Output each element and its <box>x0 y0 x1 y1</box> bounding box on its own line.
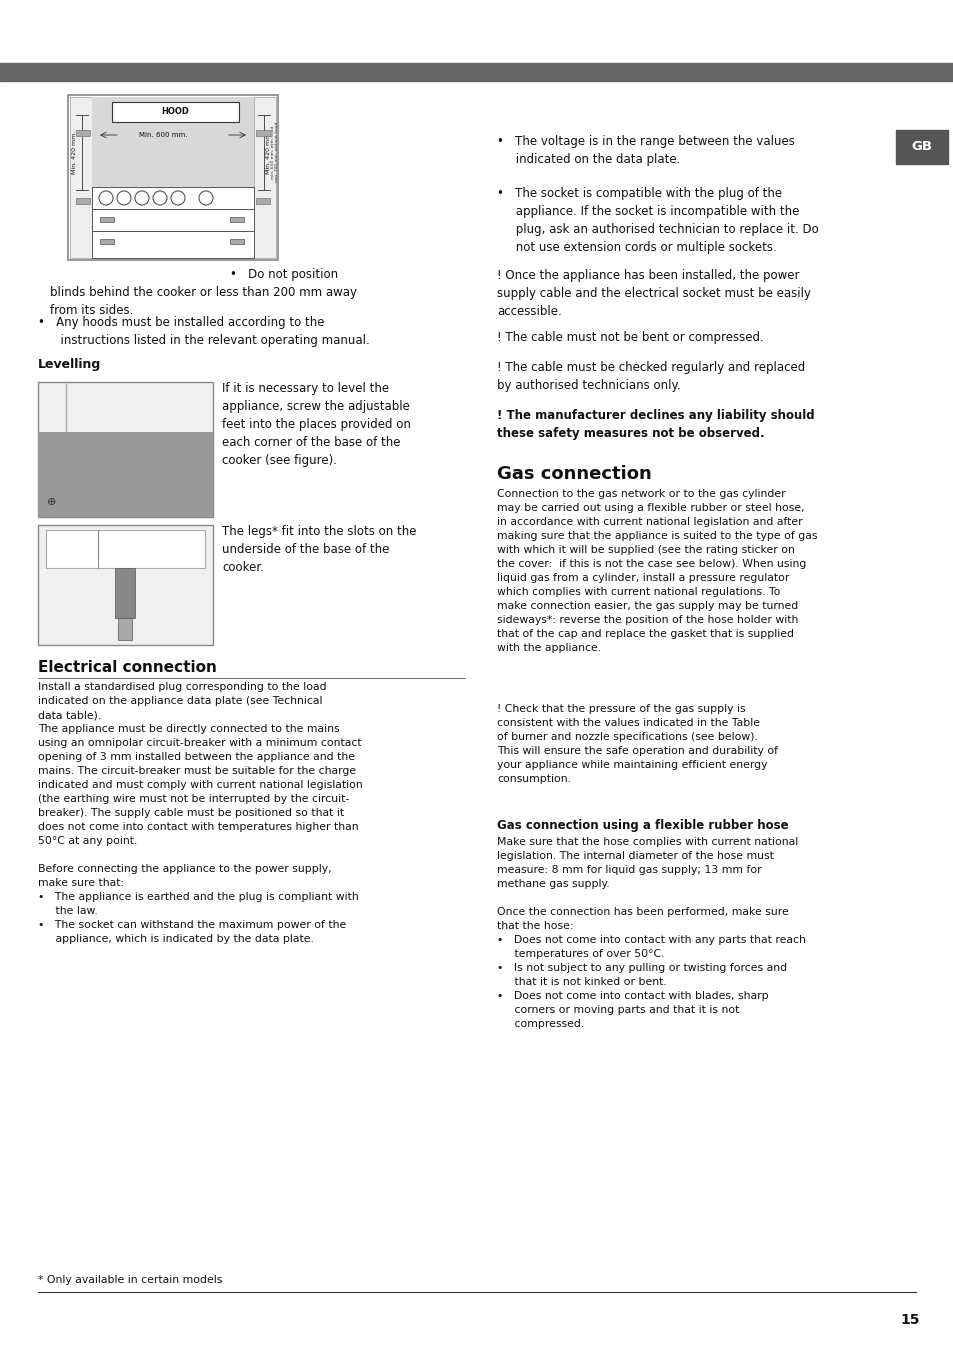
Text: •   Do not position: • Do not position <box>230 269 337 281</box>
Text: ! Check that the pressure of the gas supply is
consistent with the values indica: ! Check that the pressure of the gas sup… <box>497 703 778 784</box>
Text: •   The socket is compatible with the plug of the
     appliance. If the socket : • The socket is compatible with the plug… <box>497 188 818 254</box>
Text: Min. 420 mm.: Min. 420 mm. <box>266 131 272 174</box>
Bar <box>46 531 205 568</box>
Text: Install a standardised plug corresponding to the load
indicated on the appliance: Install a standardised plug correspondin… <box>38 682 362 944</box>
Text: ! Once the appliance has been installed, the power
supply cable and the electric: ! Once the appliance has been installed,… <box>497 269 810 319</box>
Text: Connection to the gas network or to the gas cylinder
may be carried out using a : Connection to the gas network or to the … <box>497 489 817 653</box>
Text: ⊕: ⊕ <box>48 497 56 508</box>
Bar <box>100 239 113 244</box>
Bar <box>38 432 213 517</box>
Bar <box>38 525 213 645</box>
Text: GB: GB <box>910 140 931 154</box>
Bar <box>91 97 253 188</box>
Text: Levelling: Levelling <box>38 358 101 371</box>
Text: blinds behind the cooker or less than 200 mm away
from its sides.: blinds behind the cooker or less than 20… <box>50 286 356 317</box>
Text: Gas connection: Gas connection <box>497 464 651 483</box>
Text: Electrical connection: Electrical connection <box>38 660 216 675</box>
Text: * Only available in certain models: * Only available in certain models <box>38 1274 222 1285</box>
Text: min. 650 mm. with hood
min. 700 mm. without hood: min. 650 mm. with hood min. 700 mm. with… <box>271 122 279 182</box>
Bar <box>68 95 277 261</box>
Bar <box>255 198 270 204</box>
Bar <box>112 103 239 122</box>
Bar <box>91 188 253 209</box>
Text: •   Any hoods must be installed according to the
      instructions listed in th: • Any hoods must be installed according … <box>38 316 370 347</box>
Bar <box>76 130 90 136</box>
Text: If it is necessary to level the
appliance, screw the adjustable
feet into the pl: If it is necessary to level the applianc… <box>222 382 411 467</box>
Text: ! The cable must not be bent or compressed.: ! The cable must not be bent or compress… <box>497 331 763 344</box>
Bar <box>118 618 132 640</box>
Text: ! The cable must be checked regularly and replaced
by authorised technicians onl: ! The cable must be checked regularly an… <box>497 360 804 392</box>
Bar <box>0 63 953 81</box>
Bar <box>253 97 275 258</box>
Bar <box>38 382 213 517</box>
Bar <box>230 239 244 244</box>
Text: HOOD: HOOD <box>161 108 190 116</box>
Text: Gas connection using a flexible rubber hose: Gas connection using a flexible rubber h… <box>497 819 788 832</box>
Bar <box>76 198 90 204</box>
Text: •   The voltage is in the range between the values
     indicated on the data pl: • The voltage is in the range between th… <box>497 135 794 166</box>
Text: Min. 600 mm.: Min. 600 mm. <box>138 132 187 138</box>
Text: The legs* fit into the slots on the
underside of the base of the
cooker.: The legs* fit into the slots on the unde… <box>222 525 416 574</box>
Bar <box>230 217 244 221</box>
Text: Min. 420 mm.: Min. 420 mm. <box>72 131 77 174</box>
Text: Make sure that the hose complies with current national
legislation. The internal: Make sure that the hose complies with cu… <box>497 837 805 1029</box>
Bar <box>91 209 253 258</box>
Bar <box>255 130 270 136</box>
Text: ! The manufacturer declines any liability should
these safety measures not be ob: ! The manufacturer declines any liabilit… <box>497 409 814 440</box>
Bar <box>115 568 135 618</box>
Bar <box>895 130 947 163</box>
Text: 15: 15 <box>900 1314 919 1327</box>
Bar <box>70 97 91 258</box>
Bar <box>100 217 113 221</box>
